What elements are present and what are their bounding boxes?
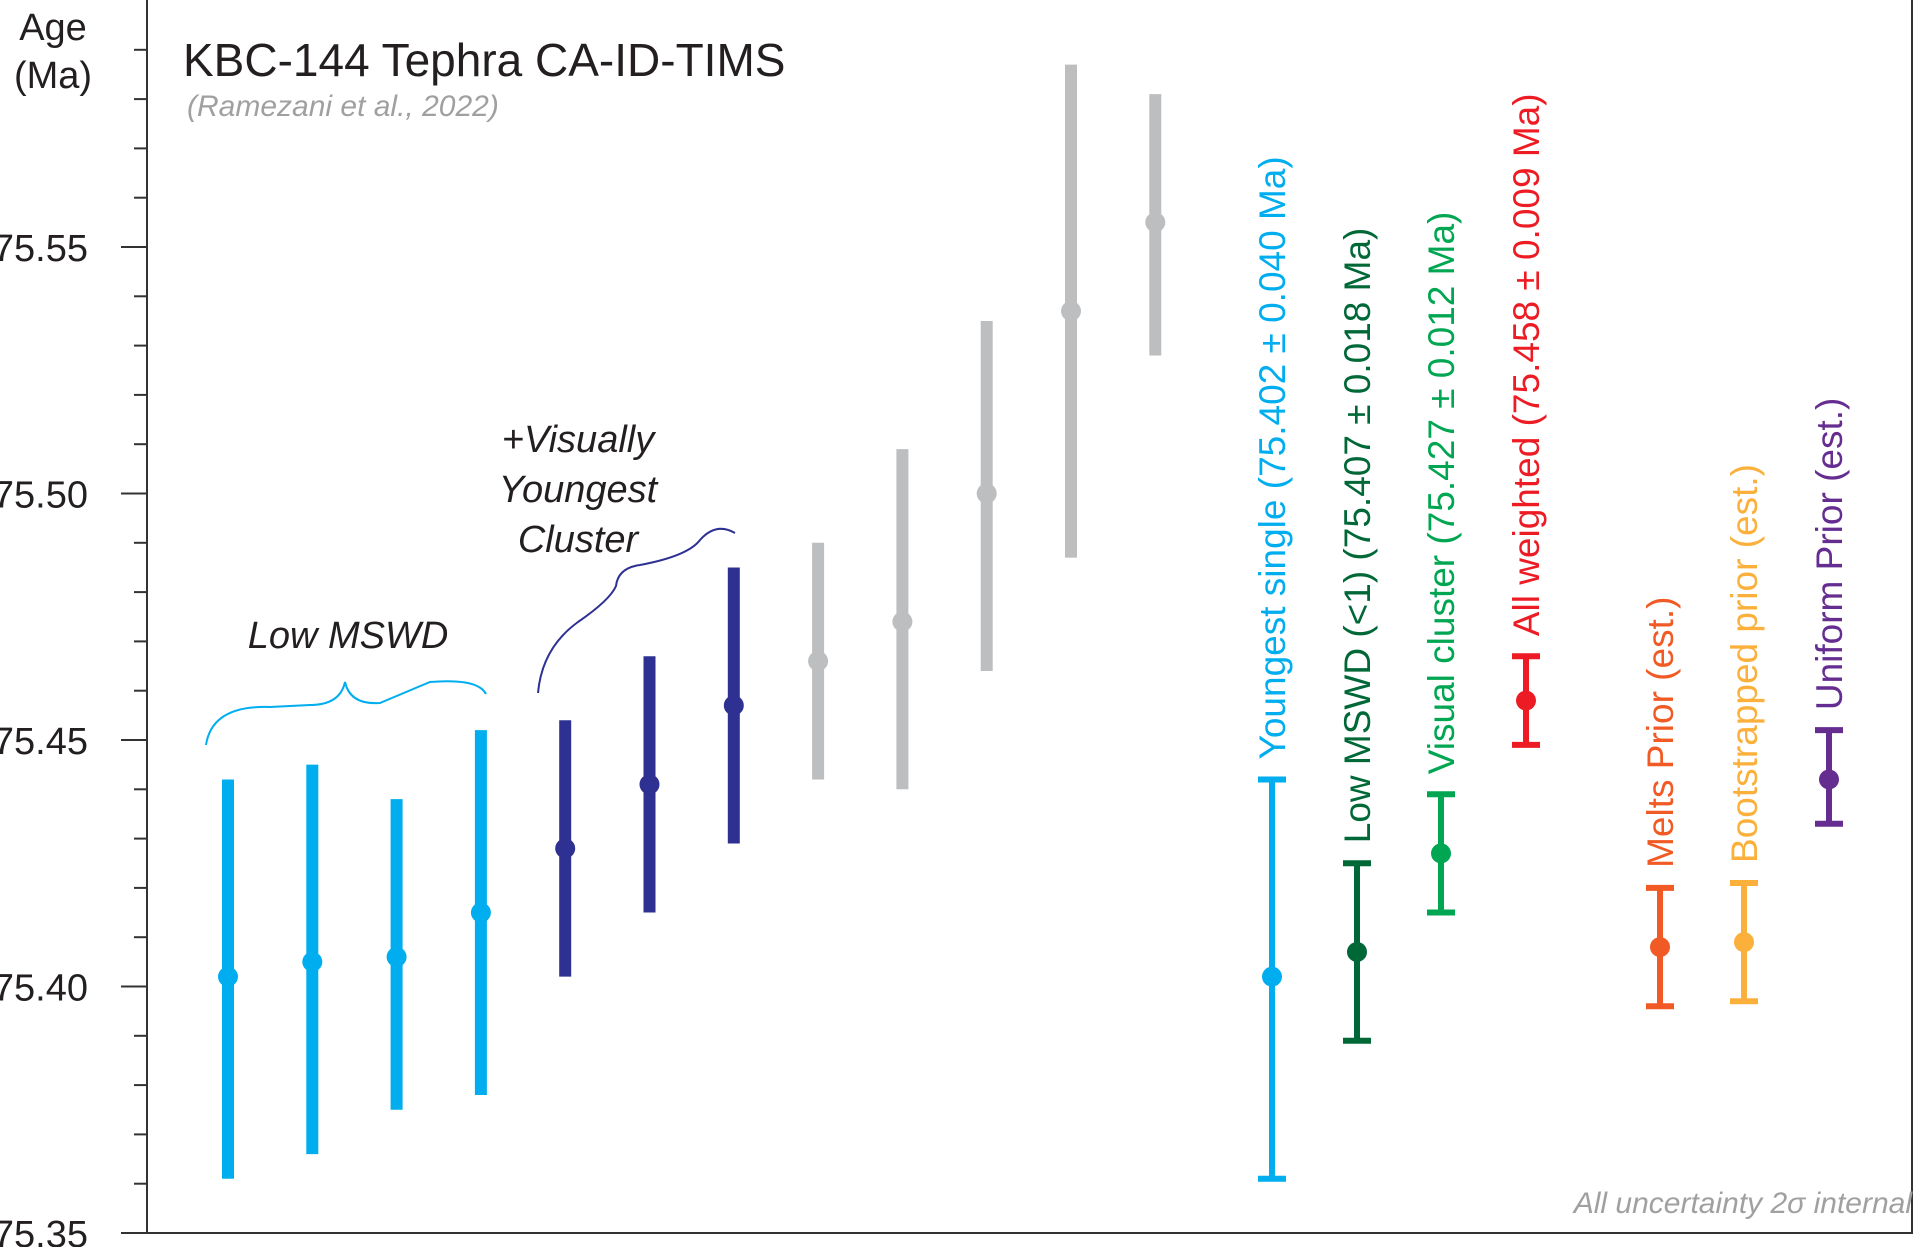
chart-title: KBC-144 Tephra CA-ID-TIMS [183, 34, 785, 86]
summary-label-value: (est.) [1809, 398, 1850, 482]
zircon-age-point [639, 774, 660, 795]
summary-label-name: Melts Prior [1640, 681, 1681, 868]
summary-age-point [1734, 932, 1754, 953]
low-mswd-brace [205, 680, 487, 746]
plot-frame [146, 0, 1913, 1234]
zircon-age-point [302, 951, 323, 972]
summary-label: Visual cluster (75.427 ± 0.012 Ma) [1421, 212, 1462, 775]
summary-label: Bootstrapped prior (est.) [1724, 464, 1765, 863]
y-axis-label-line-2: (Ma) [14, 55, 92, 97]
uncertainty-footnote: All uncertainty 2σ internal [1572, 1187, 1914, 1220]
chart-text: KBC-144 Tephra CA-ID-TIMS (Ramezani et a… [14, 7, 1913, 1220]
zircon-analyses [218, 64, 1166, 1179]
zircon-age-point [470, 902, 491, 923]
summary-age-point [1819, 769, 1839, 790]
summary-label-name: Low MSWD (<1) [1337, 561, 1378, 844]
summary-label: Youngest single (75.402 ± 0.040 Ma) [1252, 156, 1293, 759]
summary-label-value: (75.458 ± 0.009 Ma) [1506, 93, 1547, 426]
summary-label: Melts Prior (est.) [1640, 597, 1681, 868]
zircon-age-point [1145, 212, 1166, 233]
zircon-age-point [892, 611, 913, 632]
zircon-age-point [808, 651, 829, 672]
y-tick-label: 75.35 [0, 1214, 88, 1247]
y-tick-label: 75.40 [0, 968, 88, 1010]
group-braces: Low MSWD +Visually Youngest Cluster [205, 419, 736, 746]
zircon-age-point [723, 695, 744, 716]
zircon-age-point [555, 838, 576, 859]
summary-age-point [1262, 966, 1282, 987]
summary-label-value: (est.) [1640, 597, 1681, 681]
y-tick-label: 75.45 [0, 721, 88, 763]
y-tick-label: 75.50 [0, 475, 88, 517]
chart-subtitle: (Ramezani et al., 2022) [187, 90, 499, 123]
summary-label-value: (75.402 ± 0.040 Ma) [1252, 156, 1293, 489]
visual-cluster-label-line-1: +Visually [502, 419, 656, 461]
summary-label-name: Bootstrapped prior [1724, 548, 1765, 863]
visual-cluster-label-line-3: Cluster [518, 519, 640, 561]
summary-label-value: (75.427 ± 0.012 Ma) [1421, 212, 1462, 545]
low-mswd-label: Low MSWD [248, 615, 449, 657]
summary-label: All weighted (75.458 ± 0.009 Ma) [1506, 93, 1547, 636]
summary-age-point [1650, 937, 1670, 958]
zircon-age-point [386, 946, 407, 967]
visual-cluster-brace [537, 527, 736, 694]
summary-age-point [1516, 690, 1536, 711]
y-axis-label-line-1: Age [19, 7, 87, 49]
summary-ages: Youngest single (75.402 ± 0.040 Ma) Low M… [1252, 93, 1850, 1182]
summary-age-point [1347, 941, 1367, 962]
summary-age-point [1431, 843, 1451, 864]
zircon-age-point [218, 966, 238, 987]
summary-label-value: (est.) [1724, 464, 1765, 548]
visual-cluster-label-line-2: Youngest [499, 469, 659, 511]
zircon-age-point [1061, 301, 1081, 322]
summary-label-name: All weighted [1506, 426, 1547, 636]
summary-label: Low MSWD (<1) (75.407 ± 0.018 Ma) [1337, 228, 1378, 844]
summary-label: Uniform Prior (est.) [1809, 398, 1850, 710]
summary-label-name: Youngest single [1252, 489, 1293, 759]
y-tick-label: 75.55 [0, 228, 88, 270]
summary-label-name: Uniform Prior [1809, 482, 1850, 710]
summary-label-value: (75.407 ± 0.018 Ma) [1337, 228, 1378, 561]
zircon-age-point [976, 483, 997, 504]
summary-label-name: Visual cluster [1421, 545, 1462, 775]
